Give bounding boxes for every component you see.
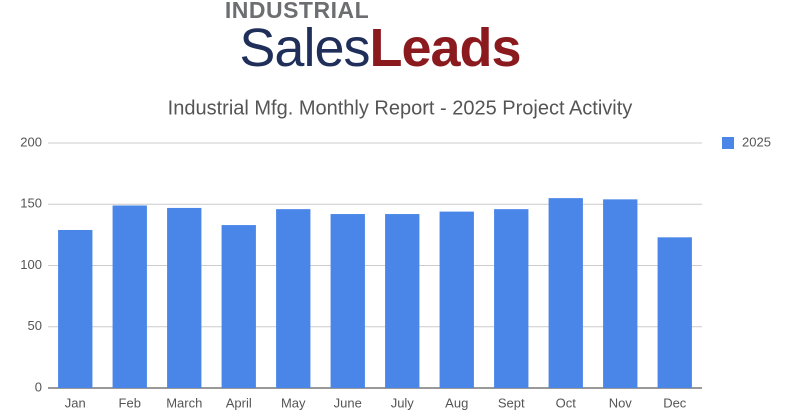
- y-tick-label: 150: [20, 196, 42, 211]
- bar: [603, 199, 638, 388]
- x-tick-label: Feb: [119, 395, 141, 410]
- legend-label: 2025: [742, 134, 771, 149]
- y-tick-label: 0: [35, 379, 42, 394]
- bar: [330, 214, 365, 388]
- bar: [385, 214, 420, 388]
- x-tick-label: Jan: [65, 395, 86, 410]
- bar: [657, 237, 692, 388]
- logo-sales: Sales: [239, 18, 369, 78]
- legend-swatch: [722, 137, 734, 149]
- bar: [112, 205, 147, 388]
- logo-leads: Leads: [370, 18, 521, 78]
- x-tick-label: April: [226, 395, 252, 410]
- logo-main: SalesLeads: [239, 18, 520, 78]
- bar: [548, 198, 583, 388]
- bar: [276, 209, 311, 388]
- chart-title: Industrial Mfg. Monthly Report - 2025 Pr…: [168, 97, 633, 119]
- y-tick-label: 200: [20, 134, 42, 149]
- bar: [58, 229, 93, 388]
- bar: [167, 207, 202, 388]
- x-tick-label: Dec: [663, 395, 687, 410]
- y-tick-label: 100: [20, 257, 42, 272]
- logo-top: INDUSTRIAL: [225, 0, 369, 23]
- x-tick-label: Sept: [498, 395, 525, 410]
- bar: [221, 225, 256, 388]
- x-tick-label: July: [391, 395, 415, 410]
- x-tick-label: May: [281, 395, 306, 410]
- x-tick-label: March: [166, 395, 202, 410]
- x-tick-label: Aug: [445, 395, 468, 410]
- x-tick-label: Nov: [609, 395, 633, 410]
- bar: [439, 211, 474, 388]
- x-tick-label: June: [334, 395, 362, 410]
- x-tick-label: Oct: [556, 395, 577, 410]
- y-tick-label: 50: [28, 318, 42, 333]
- bar: [494, 209, 529, 388]
